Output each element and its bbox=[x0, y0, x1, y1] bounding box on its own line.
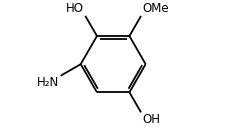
Text: OH: OH bbox=[142, 113, 160, 126]
Text: HO: HO bbox=[66, 2, 84, 15]
Text: H₂N: H₂N bbox=[37, 76, 59, 89]
Text: OMe: OMe bbox=[142, 2, 169, 15]
